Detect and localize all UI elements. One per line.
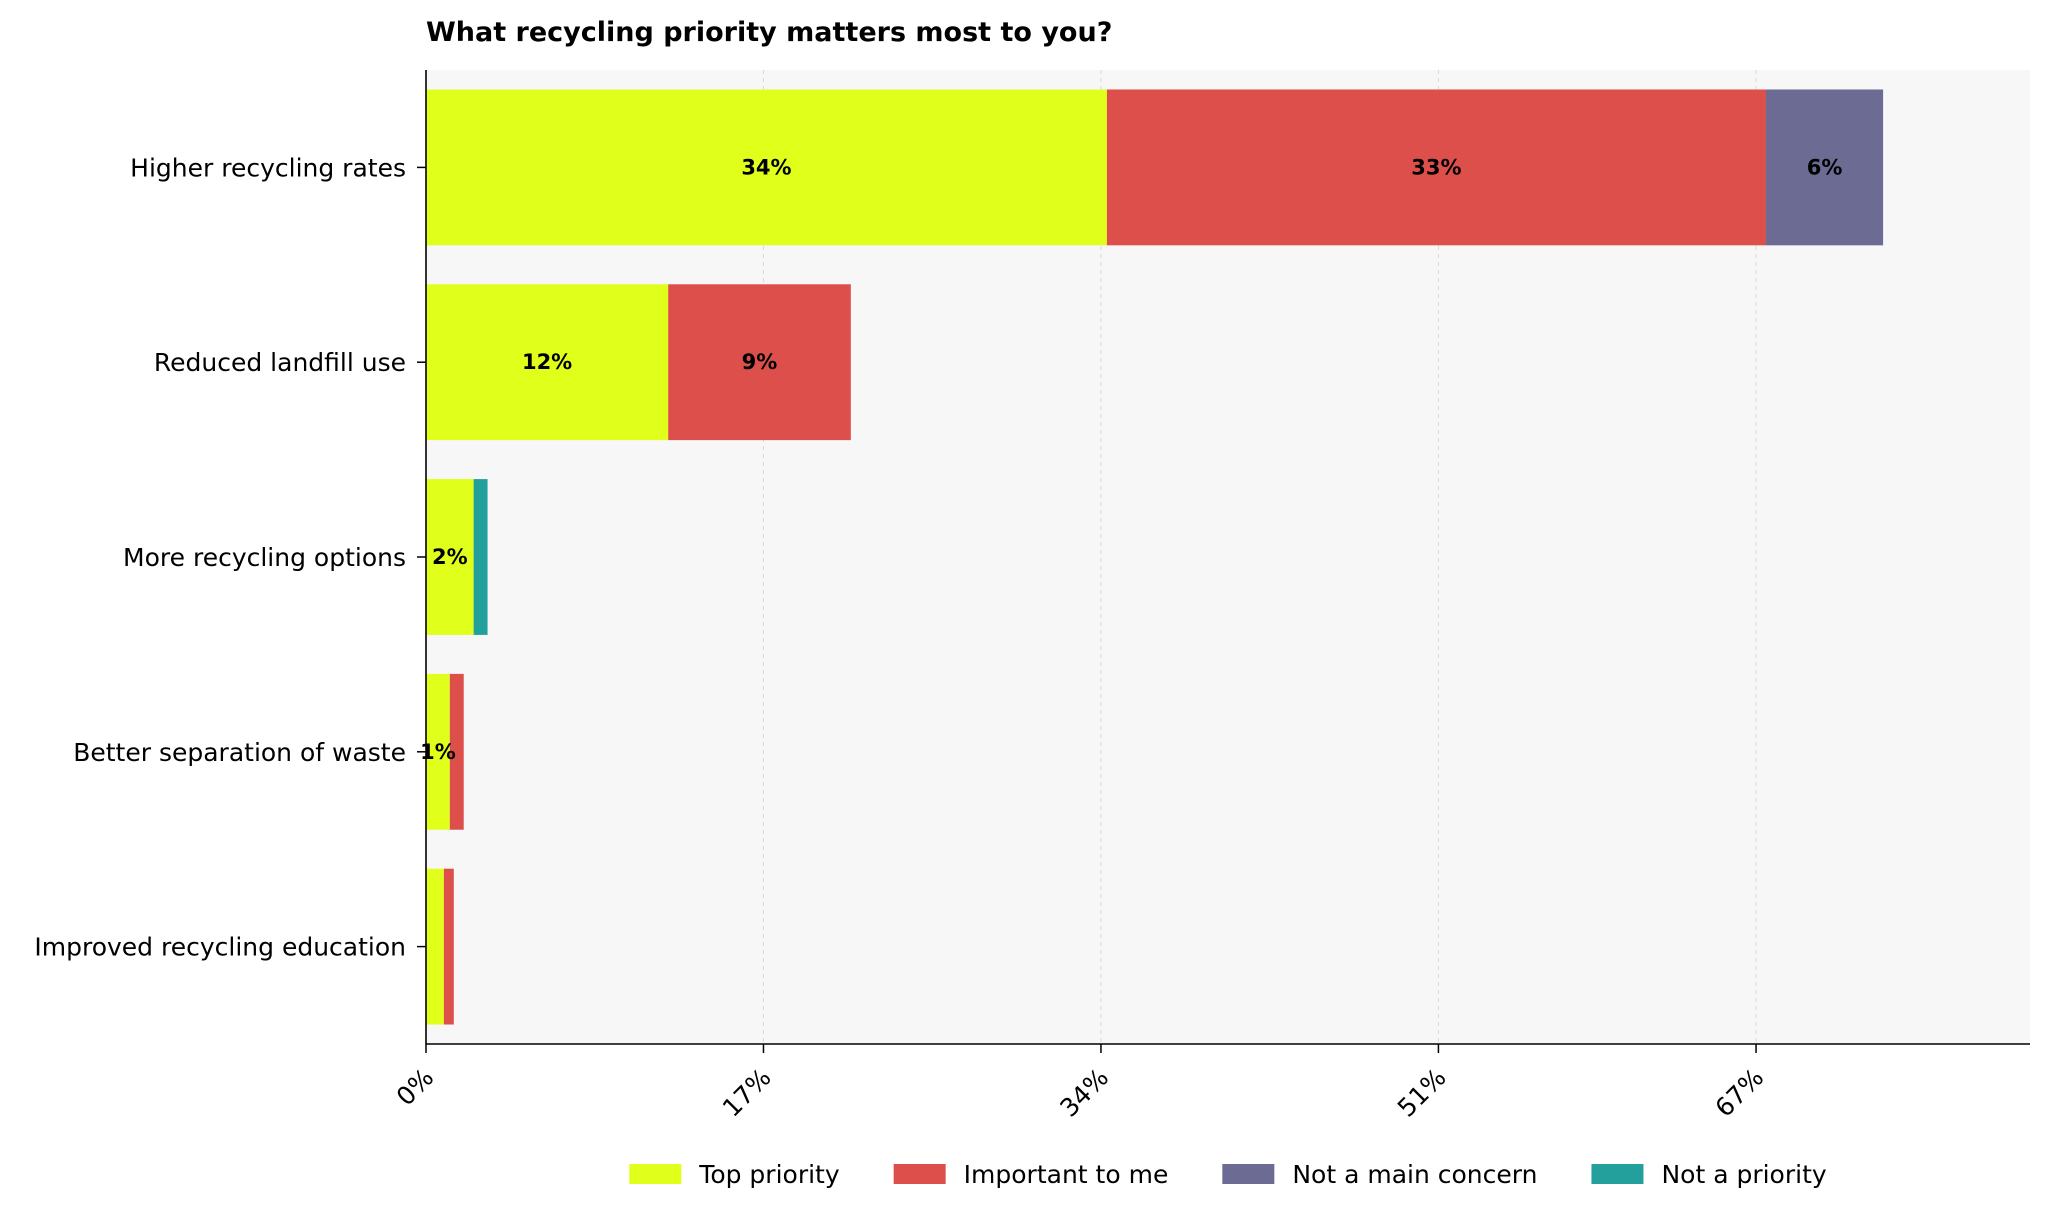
chart-title: What recycling priority matters most to …: [426, 17, 1112, 48]
x-tick-label: 67%: [1710, 1063, 1770, 1123]
legend: Top priority Important to me Not a main co…: [629, 1160, 1827, 1189]
legend-swatch-not-a-main-concern: [1222, 1164, 1275, 1184]
x-tick-label: 51%: [1392, 1063, 1452, 1123]
bar-important-to-me: [668, 284, 851, 441]
bar-top-priority: [426, 284, 669, 441]
data-label: 9%: [742, 350, 778, 374]
x-tick-label: 17%: [717, 1063, 777, 1123]
y-axis: Higher recycling rates Reduced landfill u…: [34, 153, 426, 962]
y-tick-label: Better separation of waste: [73, 738, 406, 767]
bar-important-to-me: [443, 868, 454, 1025]
bar-important-to-me: [449, 673, 464, 830]
y-tick-label: Higher recycling rates: [130, 153, 406, 182]
legend-swatch-not-a-priority: [1591, 1164, 1644, 1184]
data-label: 12%: [522, 350, 572, 374]
bars: [426, 89, 1884, 1025]
y-tick-label: Reduced landfill use: [154, 348, 406, 377]
data-label: 6%: [1807, 155, 1843, 179]
legend-swatch-important-to-me: [893, 1164, 946, 1184]
bar-not-a-main-concern: [1765, 89, 1884, 246]
bar-not-a-priority: [473, 479, 488, 635]
bar-important-to-me: [1106, 89, 1766, 246]
bar-top-priority: [426, 89, 1107, 246]
y-tick-label: Improved recycling education: [34, 933, 406, 962]
legend-label-not-a-priority: Not a priority: [1661, 1160, 1826, 1189]
x-axis: 0% 17% 34% 51% 67%: [391, 1044, 1770, 1123]
legend-label-top-priority: Top priority: [698, 1160, 840, 1189]
y-tick-label: More recycling options: [123, 543, 406, 572]
legend-label-important-to-me: Important to me: [964, 1160, 1169, 1189]
bar-top-priority: [426, 479, 474, 635]
bar-top-priority: [426, 868, 444, 1025]
bar-top-priority: [426, 673, 450, 830]
x-tick-label: 0%: [391, 1063, 440, 1112]
data-label: 34%: [741, 155, 791, 179]
x-tick-label: 34%: [1054, 1063, 1114, 1123]
legend-swatch-top-priority: [629, 1164, 682, 1184]
legend-label-not-a-main-concern: Not a main concern: [1292, 1160, 1537, 1189]
data-label: 2%: [432, 545, 468, 569]
data-label: 33%: [1411, 155, 1461, 179]
